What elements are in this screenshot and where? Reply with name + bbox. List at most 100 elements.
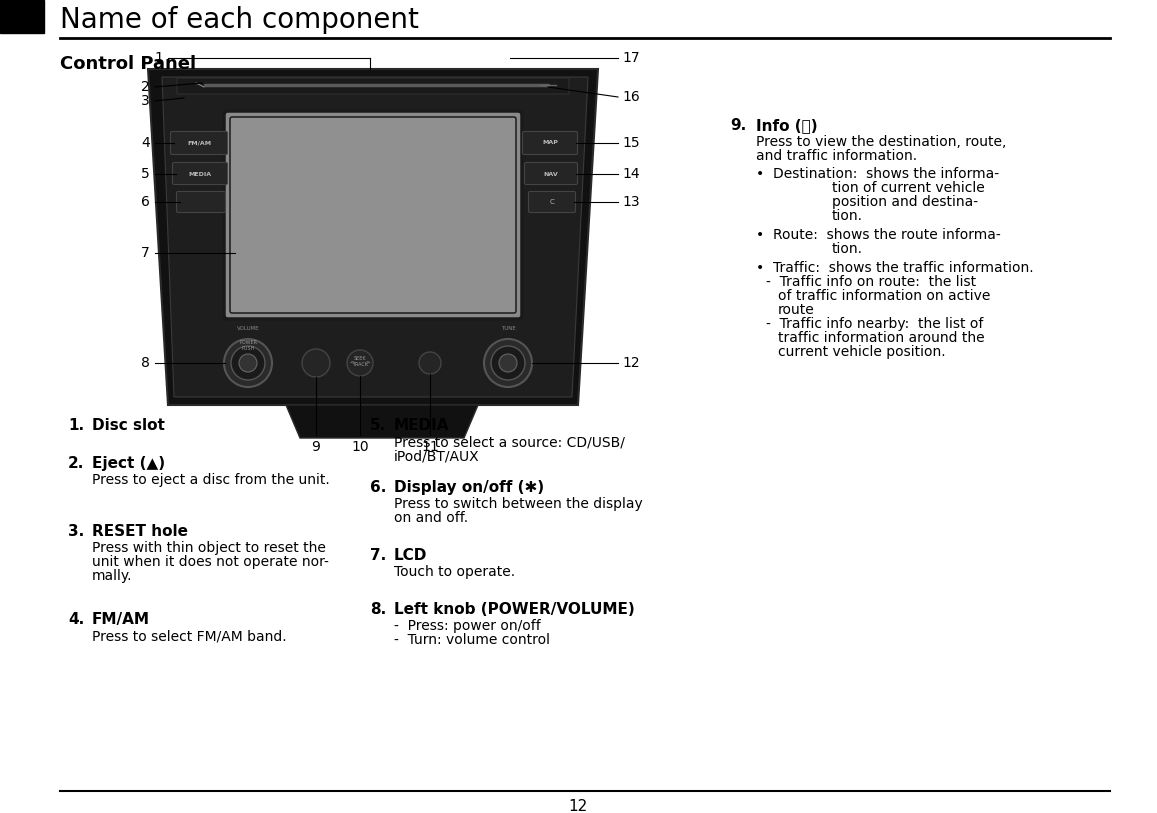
Text: 14: 14 [622, 167, 640, 181]
Polygon shape [162, 77, 588, 397]
Polygon shape [286, 405, 478, 438]
FancyBboxPatch shape [172, 163, 228, 185]
Circle shape [491, 346, 525, 380]
Text: Disc slot: Disc slot [93, 418, 165, 433]
FancyBboxPatch shape [524, 163, 577, 185]
Text: MAP: MAP [543, 141, 558, 146]
Text: •  Traffic:  shows the traffic information.: • Traffic: shows the traffic information… [756, 261, 1033, 275]
Text: •  Destination:  shows the informa-: • Destination: shows the informa- [756, 167, 1000, 181]
Text: <: < [349, 359, 354, 364]
Text: current vehicle position.: current vehicle position. [778, 345, 945, 359]
Text: FM/AM: FM/AM [187, 141, 211, 146]
Text: 2: 2 [141, 80, 150, 94]
Text: Press to select a source: CD/USB/: Press to select a source: CD/USB/ [395, 435, 625, 449]
Text: POWER: POWER [239, 341, 257, 346]
Text: unit when it does not operate nor-: unit when it does not operate nor- [93, 555, 329, 569]
Text: C: C [550, 199, 554, 205]
Text: VOLUME: VOLUME [237, 327, 259, 332]
Text: MEDIA: MEDIA [395, 418, 450, 433]
Text: RESET hole: RESET hole [93, 524, 187, 539]
Text: -  Press: power on/off: - Press: power on/off [395, 619, 540, 633]
Text: FM/AM: FM/AM [93, 612, 150, 627]
Circle shape [499, 354, 517, 372]
Text: position and destina-: position and destina- [832, 195, 978, 209]
Text: 2.: 2. [68, 456, 84, 471]
Text: Display on/off (✱): Display on/off (✱) [395, 480, 544, 495]
Text: -  Traffic info on route:  the list: - Traffic info on route: the list [766, 275, 977, 289]
Text: tion.: tion. [832, 242, 863, 256]
Text: Info (ⓘ): Info (ⓘ) [756, 118, 818, 133]
Text: Press to eject a disc from the unit.: Press to eject a disc from the unit. [93, 473, 330, 487]
Text: 3.: 3. [68, 524, 84, 539]
Text: 7: 7 [141, 246, 150, 260]
Text: Control Panel: Control Panel [60, 55, 197, 73]
Text: MEDIA: MEDIA [189, 172, 212, 176]
Text: 8.: 8. [370, 602, 386, 617]
Text: 6.: 6. [370, 480, 386, 495]
Text: route: route [778, 303, 815, 317]
Text: 4: 4 [141, 136, 150, 150]
Text: Press to select FM/AM band.: Press to select FM/AM band. [93, 629, 287, 643]
Text: 5: 5 [141, 167, 150, 181]
FancyBboxPatch shape [170, 132, 228, 154]
FancyBboxPatch shape [523, 132, 577, 154]
Text: 9: 9 [311, 440, 320, 454]
Text: •  Route:  shows the route informa-: • Route: shows the route informa- [756, 228, 1001, 242]
Text: 1.: 1. [68, 418, 84, 433]
Text: tion of current vehicle: tion of current vehicle [832, 181, 985, 195]
Text: Touch to operate.: Touch to operate. [395, 565, 515, 579]
Circle shape [302, 349, 330, 377]
Circle shape [484, 339, 532, 387]
Text: Left knob (POWER/VOLUME): Left knob (POWER/VOLUME) [395, 602, 635, 617]
Text: 6: 6 [141, 195, 150, 209]
Text: SEEK: SEEK [354, 355, 367, 360]
Circle shape [224, 339, 272, 387]
Circle shape [419, 352, 441, 374]
Circle shape [231, 346, 265, 380]
Text: Name of each component: Name of each component [60, 6, 419, 34]
Text: 7.: 7. [370, 548, 386, 563]
Text: and traffic information.: and traffic information. [756, 149, 918, 163]
Text: 12: 12 [568, 799, 588, 813]
Text: 8: 8 [141, 356, 150, 370]
Text: 10: 10 [352, 440, 369, 454]
Text: Eject (▲): Eject (▲) [93, 456, 165, 471]
Text: 1: 1 [154, 51, 163, 65]
Text: mally.: mally. [93, 569, 133, 583]
Text: 11: 11 [421, 440, 439, 454]
Text: NAV: NAV [544, 172, 559, 176]
Bar [0, 0, 44, 33]
Text: traffic information around the: traffic information around the [778, 331, 985, 345]
Text: on and off.: on and off. [395, 511, 469, 525]
FancyBboxPatch shape [529, 192, 575, 212]
Text: 17: 17 [622, 51, 640, 65]
Text: 3: 3 [141, 94, 150, 108]
Text: 16: 16 [622, 90, 640, 104]
Text: LCD: LCD [395, 548, 427, 563]
Text: >: > [366, 359, 370, 364]
Text: TUNE: TUNE [501, 327, 515, 332]
Circle shape [347, 350, 373, 376]
Text: Press to view the destination, route,: Press to view the destination, route, [756, 135, 1007, 149]
Text: 9.: 9. [730, 118, 746, 133]
Text: 13: 13 [622, 195, 640, 209]
Text: -  Turn: volume control: - Turn: volume control [395, 633, 550, 647]
FancyBboxPatch shape [177, 78, 569, 94]
Text: Press with thin object to reset the: Press with thin object to reset the [93, 541, 326, 555]
Text: iPod/BT/AUX: iPod/BT/AUX [395, 449, 480, 463]
FancyBboxPatch shape [230, 117, 516, 313]
Text: 4.: 4. [68, 612, 84, 627]
Text: PUSH: PUSH [242, 346, 255, 350]
Text: Press to switch between the display: Press to switch between the display [395, 497, 643, 511]
Polygon shape [148, 69, 598, 405]
Text: tion.: tion. [832, 209, 863, 223]
FancyBboxPatch shape [224, 111, 522, 319]
Text: 5.: 5. [370, 418, 386, 433]
FancyBboxPatch shape [177, 192, 226, 212]
Text: 12: 12 [622, 356, 640, 370]
Text: -  Traffic info nearby:  the list of: - Traffic info nearby: the list of [766, 317, 983, 331]
Text: TRACK: TRACK [352, 362, 368, 367]
Circle shape [239, 354, 257, 372]
Text: 15: 15 [622, 136, 640, 150]
Text: of traffic information on active: of traffic information on active [778, 289, 990, 303]
